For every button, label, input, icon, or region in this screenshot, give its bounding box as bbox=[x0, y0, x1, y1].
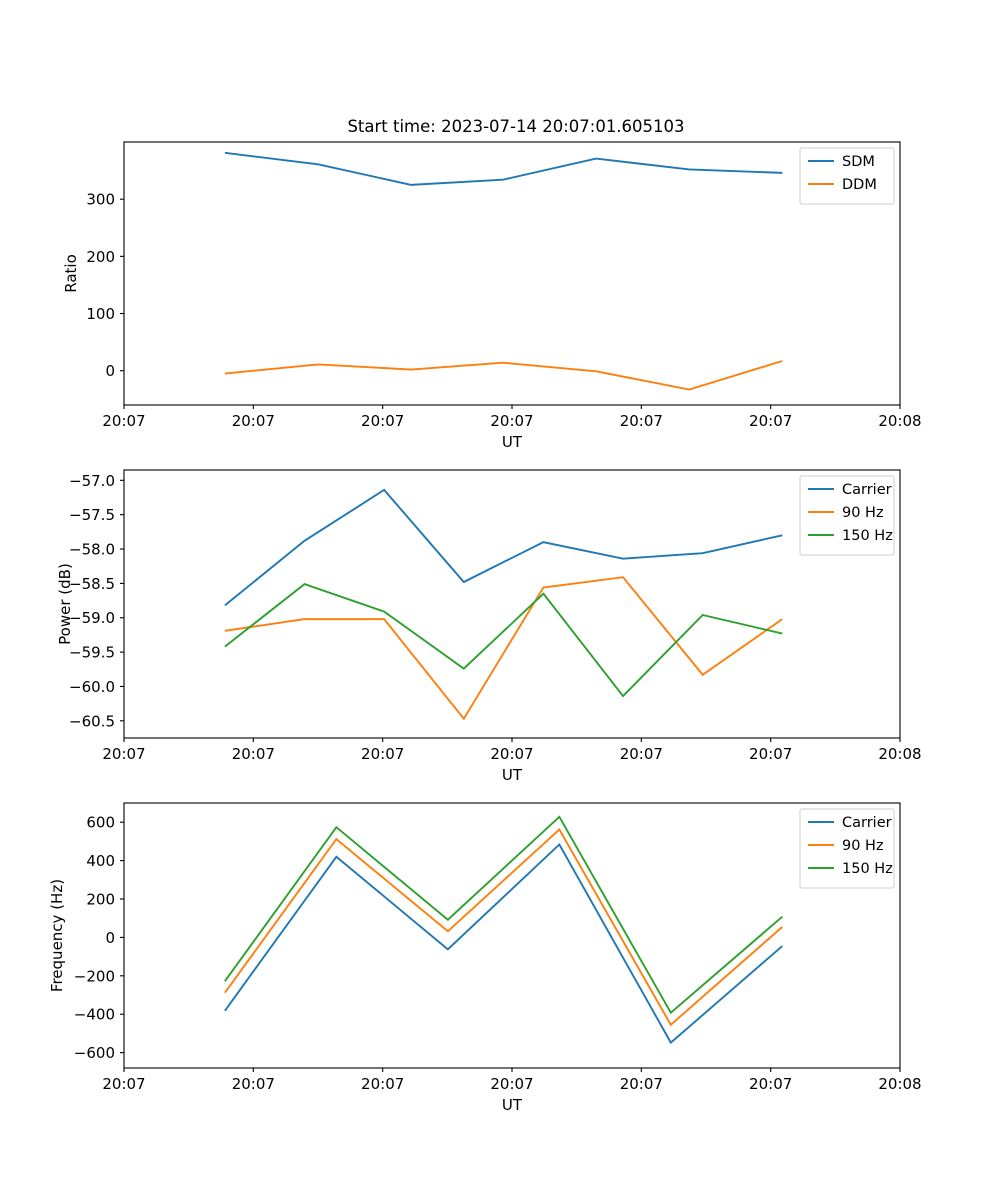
y-tick-label: 0 bbox=[105, 362, 115, 380]
y-tick-label: −57.5 bbox=[69, 506, 115, 524]
legend-label-90-hz: 90 Hz bbox=[842, 838, 884, 854]
x-tick-label: 20:07 bbox=[620, 745, 663, 763]
y-tick-label: 200 bbox=[86, 248, 115, 266]
figure-title: Start time: 2023-07-14 20:07:01.605103 bbox=[347, 117, 684, 136]
panel-power: 20:07 20:07 20:07 20:07 20:07 20:07 20:08 −57.0… bbox=[56, 469, 922, 784]
x-tick-label: 20:07 bbox=[620, 412, 663, 430]
y-tick-label: 300 bbox=[86, 191, 115, 209]
series-line-90-hz bbox=[224, 576, 783, 721]
series-line-90-hz bbox=[224, 827, 783, 1027]
x-tick-label: 20:08 bbox=[878, 412, 921, 430]
x-tick-label: 20:07 bbox=[361, 745, 404, 763]
y-axis-label: Frequency (Hz) bbox=[48, 879, 66, 992]
legend-label-sdm: SDM bbox=[842, 154, 875, 170]
legend-label-90-hz: 90 Hz bbox=[842, 505, 884, 521]
x-tick-label: 20:07 bbox=[361, 412, 404, 430]
y-tick-label: 100 bbox=[86, 305, 115, 323]
panel-frequency: 20:07 20:07 20:07 20:07 20:07 20:07 20:08 600 40… bbox=[48, 802, 922, 1114]
x-axis-label: UT bbox=[502, 1096, 523, 1114]
y-tick-label: −59.0 bbox=[69, 609, 115, 627]
series-line-carrier bbox=[224, 842, 783, 1045]
y-tick-label: −600 bbox=[74, 1044, 115, 1062]
x-tick-label: 20:08 bbox=[878, 1075, 921, 1093]
x-tick-label: 20:07 bbox=[102, 745, 145, 763]
x-tick-label: 20:07 bbox=[749, 1075, 792, 1093]
y-tick-label: −57.0 bbox=[69, 472, 115, 490]
x-axis-label: UT bbox=[502, 766, 523, 784]
x-tick-label: 20:07 bbox=[102, 1075, 145, 1093]
x-tick-label: 20:07 bbox=[490, 1075, 533, 1093]
y-tick-label: −59.5 bbox=[69, 644, 115, 662]
series-line-sdm bbox=[224, 151, 783, 186]
legend-label-150-hz: 150 Hz bbox=[842, 528, 893, 544]
y-tick-label: −400 bbox=[74, 1006, 115, 1024]
x-tick-label: 20:08 bbox=[878, 745, 921, 763]
y-axis-label: Ratio bbox=[62, 254, 80, 293]
x-tick-label: 20:07 bbox=[749, 412, 792, 430]
x-tick-label: 20:07 bbox=[620, 1075, 663, 1093]
y-tick-label: 600 bbox=[86, 814, 115, 832]
y-tick-label: −60.0 bbox=[69, 678, 115, 696]
y-tick-label: −60.5 bbox=[69, 712, 115, 730]
y-tick-label: −58.0 bbox=[69, 541, 115, 559]
y-tick-label: −58.5 bbox=[69, 575, 115, 593]
x-tick-label: 20:07 bbox=[232, 745, 275, 763]
x-tick-label: 20:07 bbox=[102, 412, 145, 430]
series-line-carrier bbox=[224, 488, 783, 607]
y-tick-label: 400 bbox=[86, 852, 115, 870]
legend-label-ddm: DDM bbox=[842, 177, 877, 193]
panel-ratio: 20:07 20:07 20:07 20:07 20:07 20:07 20:08 0 100 2… bbox=[62, 141, 922, 451]
y-tick-label: −200 bbox=[74, 967, 115, 985]
legend-label-150-hz: 150 Hz bbox=[842, 861, 893, 877]
y-tick-label: 0 bbox=[105, 929, 115, 947]
x-tick-label: 20:07 bbox=[749, 745, 792, 763]
series-line-ddm bbox=[224, 360, 783, 391]
legend-label-carrier: Carrier bbox=[842, 482, 892, 498]
legend-label-carrier: Carrier bbox=[842, 815, 892, 831]
y-tick-label: 200 bbox=[86, 891, 115, 909]
x-tick-label: 20:07 bbox=[232, 412, 275, 430]
x-tick-label: 20:07 bbox=[490, 412, 533, 430]
x-tick-label: 20:07 bbox=[232, 1075, 275, 1093]
series-line-150-hz bbox=[224, 583, 783, 698]
y-axis-label: Power (dB) bbox=[56, 563, 74, 645]
x-tick-label: 20:07 bbox=[490, 745, 533, 763]
series-line-150-hz bbox=[224, 815, 783, 1015]
x-axis-label: UT bbox=[502, 433, 523, 451]
legend-box bbox=[799, 147, 895, 205]
subplot-group: 20:07 20:07 20:07 20:07 20:07 20:07 20:08 0 100 2… bbox=[48, 141, 922, 1114]
x-tick-label: 20:07 bbox=[361, 1075, 404, 1093]
